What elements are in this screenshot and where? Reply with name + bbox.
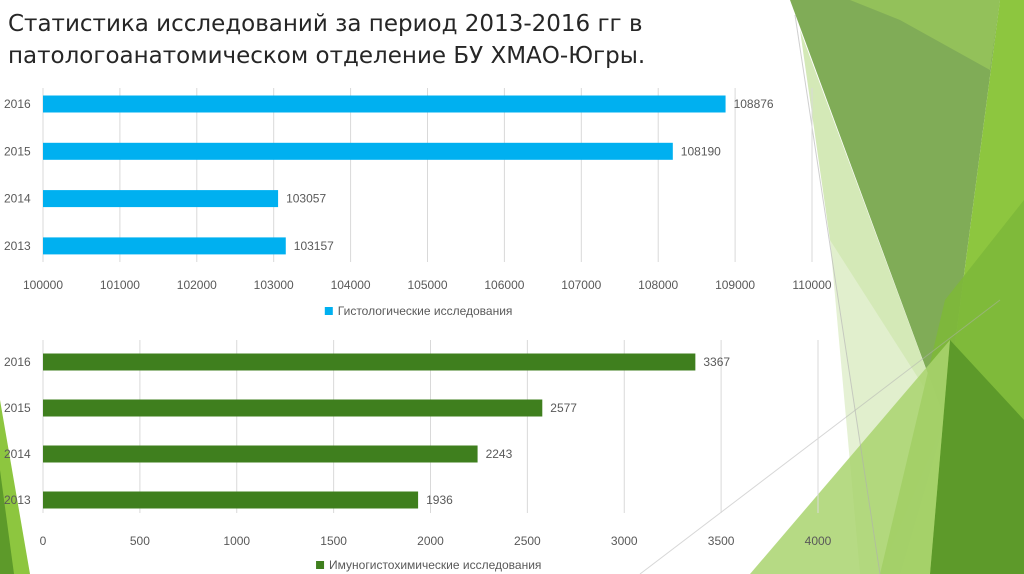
bar [43, 399, 543, 417]
legend-swatch [316, 561, 325, 569]
data-label: 3367 [703, 355, 730, 369]
x-tick-label: 109000 [715, 278, 755, 292]
x-tick-label: 2500 [514, 534, 541, 548]
category-label: 2015 [4, 401, 31, 415]
x-tick-label: 105000 [407, 278, 447, 292]
x-tick-label: 100000 [23, 278, 63, 292]
bar [43, 142, 673, 160]
x-tick-label: 1500 [320, 534, 347, 548]
x-tick-label: 102000 [177, 278, 217, 292]
bar [43, 491, 419, 509]
slide-title: Статистика исследований за период 2013-2… [8, 11, 646, 69]
deco-facet [0, 470, 14, 574]
deco-facet [930, 340, 1024, 574]
data-label: 2243 [486, 447, 513, 461]
legend-label: Имуногистохимические исследования [329, 558, 541, 572]
deco-line [794, 14, 881, 574]
data-label: 108876 [734, 97, 774, 111]
bar [43, 445, 478, 463]
x-tick-label: 104000 [331, 278, 371, 292]
x-tick-label: 1000 [223, 534, 250, 548]
bar [43, 190, 279, 208]
category-label: 2016 [4, 355, 31, 369]
x-tick-label: 107000 [561, 278, 601, 292]
category-label: 2014 [4, 192, 31, 206]
x-tick-label: 2000 [417, 534, 444, 548]
legend-label: Гистологические исследования [338, 304, 513, 318]
category-label: 2013 [4, 493, 31, 507]
deco-facet [850, 0, 1000, 70]
deco-facet [750, 340, 950, 574]
x-tick-label: 3000 [611, 534, 638, 548]
bar [43, 237, 286, 255]
category-label: 2015 [4, 144, 31, 158]
immunohistochemistry-bar-chart: 0 500 1000 1500 2000 2500 3000 3500 4000 2016 3367… [4, 340, 832, 572]
data-label: 103157 [294, 239, 334, 253]
x-tick-label: 3500 [708, 534, 735, 548]
legend-swatch [324, 307, 333, 315]
x-tick-label: 106000 [484, 278, 524, 292]
bar [43, 353, 696, 371]
data-label: 1936 [426, 493, 453, 507]
x-tick-label: 110000 [792, 278, 831, 292]
category-label: 2013 [4, 239, 31, 253]
category-label: 2014 [4, 447, 31, 461]
x-tick-label: 500 [130, 534, 150, 548]
x-tick-label: 103000 [254, 278, 294, 292]
bar [43, 95, 726, 113]
deco-line [639, 299, 1001, 574]
x-tick-label: 108000 [638, 278, 678, 292]
data-label: 103057 [286, 192, 326, 206]
x-tick-label: 101000 [100, 278, 140, 292]
histology-bar-chart: 100000 101000 102000 103000 104000 105000 1060… [4, 88, 832, 318]
data-label: 2577 [550, 401, 577, 415]
data-label: 108190 [681, 144, 721, 158]
x-tick-label: 0 [40, 534, 47, 548]
x-tick-label: 4000 [805, 534, 832, 548]
category-label: 2016 [4, 97, 31, 111]
